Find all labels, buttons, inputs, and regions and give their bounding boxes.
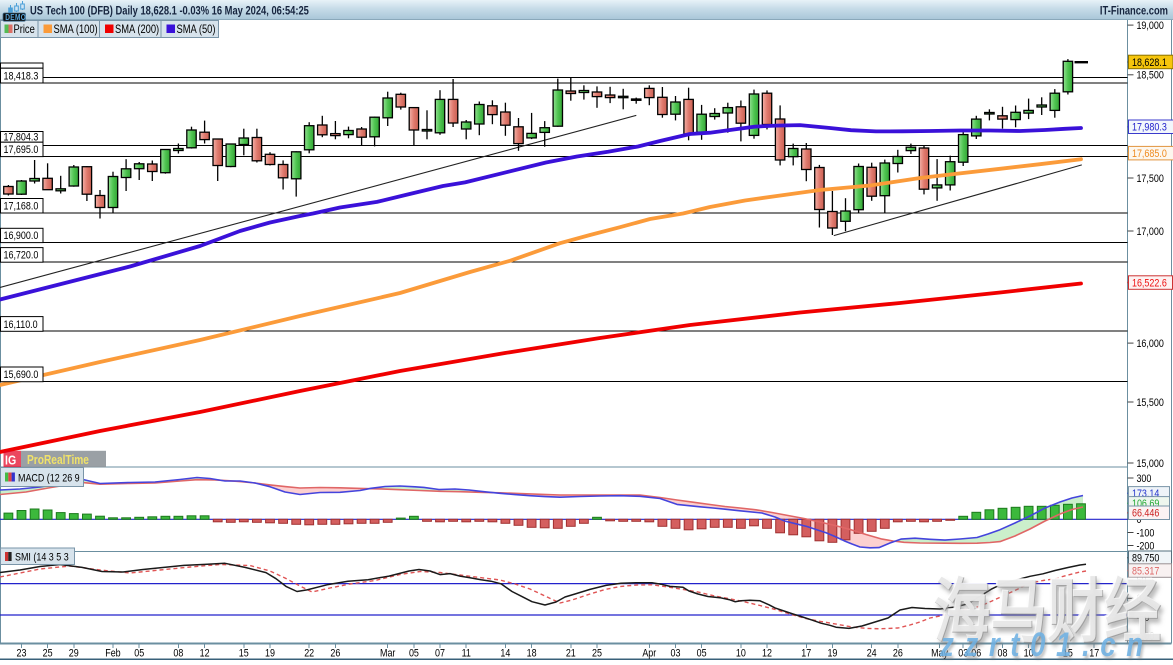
svg-text:18,628.1: 18,628.1 xyxy=(1132,57,1167,69)
svg-text:26: 26 xyxy=(330,648,340,660)
svg-text:05: 05 xyxy=(697,648,707,660)
svg-text:US Tech 100 (DFB) Daily 18,628: US Tech 100 (DFB) Daily 18,628.1 -0.03% … xyxy=(30,6,309,18)
svg-text:17,500: 17,500 xyxy=(1136,173,1164,185)
svg-text:IG: IG xyxy=(5,452,16,467)
svg-text:MACD (12 26 9: MACD (12 26 9 xyxy=(18,473,80,485)
svg-text:21: 21 xyxy=(566,648,576,660)
svg-text:DEMO: DEMO xyxy=(5,12,26,22)
svg-text:14: 14 xyxy=(500,648,510,660)
svg-text:17,168.0: 17,168.0 xyxy=(4,201,39,213)
svg-text:ProRealTime: ProRealTime xyxy=(27,454,89,467)
svg-text:17: 17 xyxy=(801,648,811,660)
svg-text:19: 19 xyxy=(265,648,275,660)
svg-text:66.446: 66.446 xyxy=(1132,508,1160,520)
svg-text:15,000: 15,000 xyxy=(1136,458,1164,470)
svg-text:IT-Finance.com: IT-Finance.com xyxy=(1100,6,1168,18)
svg-text:03: 03 xyxy=(670,648,680,660)
svg-text:17,685.0: 17,685.0 xyxy=(1132,148,1167,160)
svg-text:300: 300 xyxy=(1136,473,1151,485)
svg-text:23: 23 xyxy=(17,648,27,660)
svg-text:18,500: 18,500 xyxy=(1136,70,1164,82)
svg-text:18,418.3: 18,418.3 xyxy=(4,71,39,83)
svg-text:16,720.0: 16,720.0 xyxy=(4,250,39,262)
svg-text:25: 25 xyxy=(592,648,602,660)
svg-text:11: 11 xyxy=(462,648,472,660)
svg-text:17,804.3: 17,804.3 xyxy=(4,132,39,144)
svg-text:18: 18 xyxy=(527,648,537,660)
svg-text:05: 05 xyxy=(409,648,419,660)
svg-text:15,690.0: 15,690.0 xyxy=(4,369,39,381)
svg-text:15: 15 xyxy=(239,648,249,660)
svg-text:Feb: Feb xyxy=(105,648,121,660)
svg-text:15,500: 15,500 xyxy=(1136,397,1164,409)
svg-text:Mar: Mar xyxy=(380,648,396,660)
svg-text:16,000: 16,000 xyxy=(1136,338,1164,350)
svg-text:17,980.3: 17,980.3 xyxy=(1132,122,1167,134)
svg-text:SMA (200): SMA (200) xyxy=(115,24,159,36)
svg-text:Price: Price xyxy=(14,24,35,36)
svg-text:07: 07 xyxy=(435,648,445,660)
svg-text:05: 05 xyxy=(134,648,144,660)
svg-text:12: 12 xyxy=(200,648,210,660)
svg-text:08: 08 xyxy=(173,648,183,660)
svg-text:17,000: 17,000 xyxy=(1136,226,1164,238)
svg-text:16,110.0: 16,110.0 xyxy=(4,319,39,331)
svg-text:19: 19 xyxy=(827,648,837,660)
svg-text:SMA (100): SMA (100) xyxy=(54,24,98,36)
svg-text:Apr: Apr xyxy=(642,648,657,660)
svg-text:25: 25 xyxy=(43,648,53,660)
svg-text:22: 22 xyxy=(304,648,314,660)
svg-text:12: 12 xyxy=(762,648,772,660)
svg-text:29: 29 xyxy=(69,648,79,660)
svg-text:16,522.6: 16,522.6 xyxy=(1132,278,1167,290)
svg-text:SMI (14 3 5 3: SMI (14 3 5 3 xyxy=(15,552,69,564)
svg-text:16,900.0: 16,900.0 xyxy=(4,230,39,242)
svg-text:17,695.0: 17,695.0 xyxy=(4,144,39,156)
svg-text:SMA (50): SMA (50) xyxy=(177,24,216,36)
svg-text:26: 26 xyxy=(893,648,903,660)
svg-text:10: 10 xyxy=(736,648,746,660)
svg-text:-100: -100 xyxy=(1136,528,1154,540)
svg-text:19,000: 19,000 xyxy=(1136,20,1164,32)
svg-text:24: 24 xyxy=(867,648,877,660)
